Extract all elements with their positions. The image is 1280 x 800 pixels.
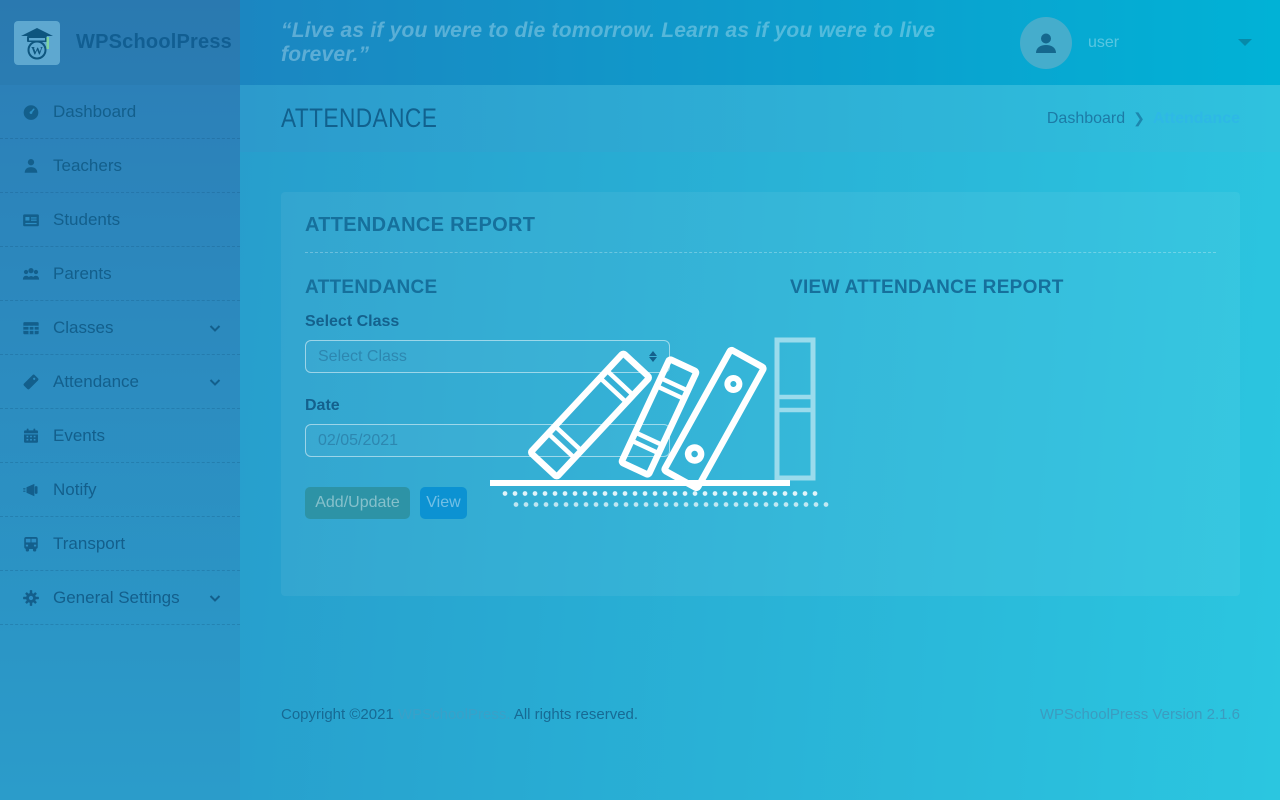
sidebar-label: Transport (53, 533, 126, 553)
sidebar-item-classes[interactable]: Classes (0, 301, 240, 355)
user-name: user (1088, 33, 1120, 51)
user-silhouette-icon (1036, 33, 1056, 53)
dashboard-icon (23, 104, 39, 120)
view-button[interactable]: View (420, 487, 467, 519)
caret-down-icon[interactable] (1238, 39, 1252, 46)
sidebar-item-notify[interactable]: Notify (0, 463, 240, 517)
graduation-cap-logo-icon: W (21, 27, 53, 59)
breadcrumb-current: Attendance (1152, 109, 1240, 127)
breadcrumb: Dashboard ❯ Attendance (1047, 110, 1240, 128)
view-report-heading: VIEW ATTENDANCE REPORT (790, 277, 1064, 298)
sidebar-label: Students (53, 209, 121, 229)
app-logo: W (14, 20, 60, 65)
date-value: 02/05/2021 (318, 431, 399, 449)
sidebar-item-attendance[interactable]: Attendance (0, 355, 240, 409)
brand-title: WPSchoolPress (76, 31, 232, 53)
view-report-section: VIEW ATTENDANCE REPORT (790, 277, 1216, 519)
header-quote: “Live as if you were to die tomorrow. Le… (281, 18, 936, 66)
sidebar-item-transport[interactable]: Transport (0, 517, 240, 571)
calendar-icon (24, 428, 38, 443)
sidebar-item-general-settings[interactable]: General Settings (0, 571, 240, 625)
chevron-down-icon (209, 324, 221, 332)
copyright-prefix: Copyright ©2021 (281, 706, 398, 723)
megaphone-icon (23, 483, 38, 496)
page-title: ATTENDANCE (281, 103, 438, 133)
parents-icon (22, 267, 40, 280)
copyright-text: Copyright ©2021 WPSchoolPress. All right… (281, 706, 638, 723)
brand-header: W WPSchoolPress (0, 0, 240, 85)
sidebar-label: Dashboard (53, 101, 137, 121)
teacher-icon (24, 158, 38, 173)
select-class-dropdown[interactable]: Select Class (305, 340, 670, 373)
sidebar-label: Classes (53, 317, 114, 337)
attendance-section-heading: ATTENDANCE (305, 277, 438, 298)
sidebar-item-teachers[interactable]: Teachers (0, 139, 240, 193)
breadcrumb-separator-icon: ❯ (1133, 110, 1145, 126)
card-divider (305, 252, 1216, 253)
date-label: Date (305, 397, 340, 414)
select-class-label: Select Class (305, 313, 400, 330)
id-card-icon (23, 213, 39, 226)
page-title-bar: ATTENDANCE Dashboard ❯ Attendance (240, 85, 1280, 152)
sidebar-label: General Settings (53, 587, 180, 607)
avatar[interactable] (1020, 16, 1072, 69)
content-area: ATTENDANCE REPORT ATTENDANCE Select Clas… (240, 152, 1280, 800)
card-heading: ATTENDANCE REPORT (305, 214, 536, 236)
sidebar-label: Parents (53, 263, 112, 283)
user-menu[interactable]: user (1020, 16, 1252, 69)
sidebar-item-students[interactable]: Students (0, 193, 240, 247)
attendance-form: ATTENDANCE Select Class Select Class Dat… (305, 277, 670, 519)
chevron-down-icon (209, 594, 221, 602)
footer-brand-link[interactable]: WPSchoolPress. (397, 706, 511, 723)
select-arrows-icon (649, 351, 657, 362)
sidebar-label: Attendance (53, 371, 140, 391)
top-header: “Live as if you were to die tomorrow. Le… (240, 0, 1280, 85)
bus-icon (24, 536, 38, 552)
attendance-report-card: ATTENDANCE REPORT ATTENDANCE Select Clas… (281, 192, 1240, 596)
sidebar-label: Notify (53, 479, 97, 499)
date-input[interactable]: 02/05/2021 (305, 424, 670, 457)
breadcrumb-dashboard-link[interactable]: Dashboard (1046, 109, 1126, 127)
sidebar-nav: Dashboard Teachers Students (0, 85, 240, 625)
table-icon (23, 321, 39, 334)
chevron-down-icon (209, 378, 221, 386)
select-class-value: Select Class (318, 347, 407, 365)
tag-icon (23, 374, 39, 389)
sidebar-item-dashboard[interactable]: Dashboard (0, 85, 240, 139)
sidebar-item-parents[interactable]: Parents (0, 247, 240, 301)
main-area: “Live as if you were to die tomorrow. Le… (240, 0, 1280, 800)
add-update-button[interactable]: Add/Update (305, 487, 410, 519)
sidebar-label: Events (53, 425, 105, 445)
sidebar-item-events[interactable]: Events (0, 409, 240, 463)
sidebar: W WPSchoolPress Dashboard Teachers (0, 0, 240, 800)
copyright-suffix: All rights reserved. (510, 706, 639, 723)
gear-icon (23, 589, 39, 606)
svg-text:W: W (31, 43, 43, 57)
sidebar-label: Teachers (53, 155, 122, 175)
footer: Copyright ©2021 WPSchoolPress. All right… (281, 706, 1240, 723)
version-text: WPSchoolPress Version 2.1.6 (1039, 706, 1240, 723)
